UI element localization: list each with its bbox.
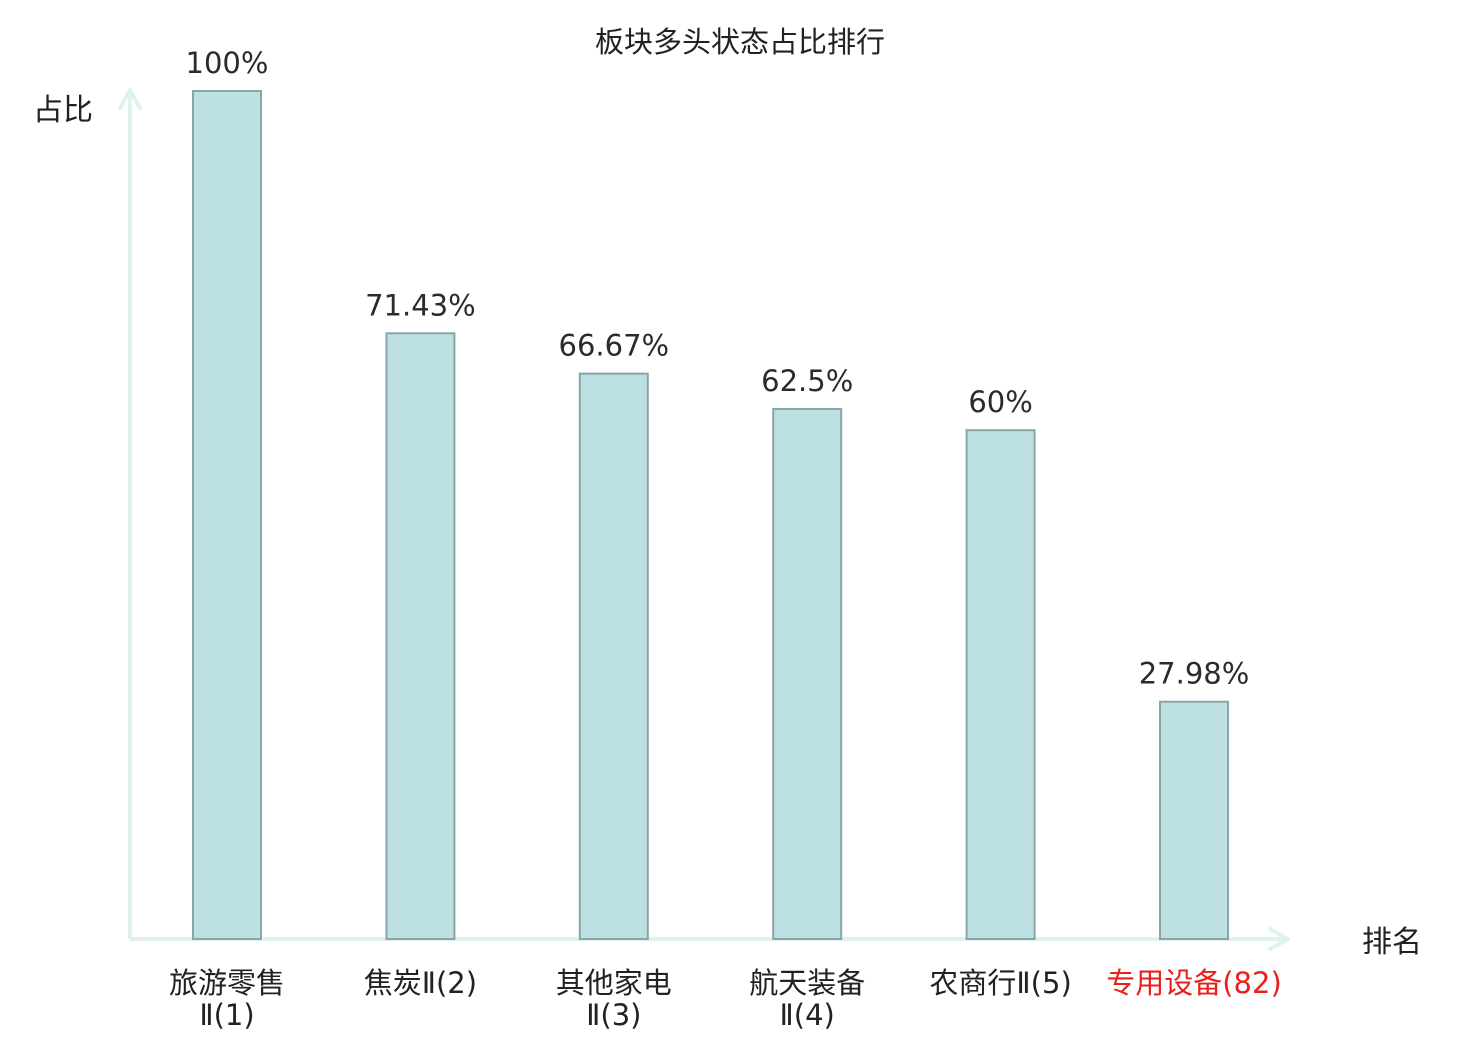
chart-title: 板块多头状态占比排行 xyxy=(595,25,885,59)
category-label-4-line-2: Ⅱ(4) xyxy=(780,998,835,1032)
value-label-5: 60% xyxy=(968,385,1032,419)
bar-3 xyxy=(578,372,649,940)
bar-4 xyxy=(772,408,843,940)
value-labels-group: 100% 71.43% 66.67% 62.5% 60% 27.98% xyxy=(186,46,1250,691)
category-label-1-line-2: Ⅱ(1) xyxy=(199,998,254,1032)
y-axis-arrow xyxy=(118,88,142,110)
bar-6 xyxy=(1159,700,1229,941)
value-label-4: 62.5% xyxy=(761,364,853,398)
bars-group xyxy=(192,90,1229,941)
x-axis-arrow xyxy=(1268,927,1290,951)
value-label-1: 100% xyxy=(186,46,269,80)
bar-2 xyxy=(385,332,456,940)
value-label-2: 71.43% xyxy=(365,288,476,322)
category-label-5: 农商行Ⅱ(5) xyxy=(929,966,1071,1000)
category-label-3-line-1: 其他家电 xyxy=(556,966,672,1000)
category-label-1-line-1: 旅游零售 xyxy=(169,966,285,1000)
category-label-3-line-2: Ⅱ(3) xyxy=(586,998,641,1032)
category-label-4-line-1: 航天装备 xyxy=(749,966,865,1000)
category-label-6: 专用设备(82) xyxy=(1106,966,1282,1000)
axes xyxy=(118,88,1290,951)
value-label-6: 27.98% xyxy=(1139,657,1250,691)
y-axis-label: 占比 xyxy=(33,93,93,128)
category-label-2: 焦炭Ⅱ(2) xyxy=(364,966,477,1000)
value-label-3: 66.67% xyxy=(559,329,670,363)
bar-5 xyxy=(965,429,1036,940)
x-axis-label: 排名 xyxy=(1362,925,1422,960)
bar-1 xyxy=(192,90,262,940)
